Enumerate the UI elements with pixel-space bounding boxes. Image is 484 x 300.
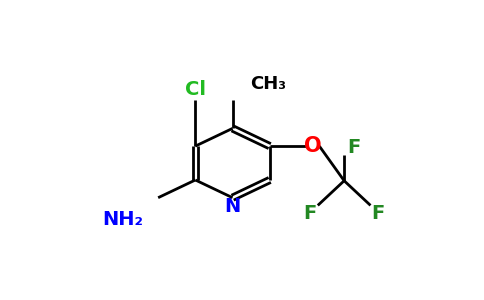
Text: Cl: Cl <box>185 80 206 99</box>
Text: N: N <box>225 197 241 216</box>
Text: F: F <box>372 204 385 223</box>
Text: F: F <box>347 138 360 157</box>
Text: O: O <box>304 136 322 156</box>
Text: F: F <box>303 204 317 223</box>
Text: NH₂: NH₂ <box>102 210 143 229</box>
Text: CH₃: CH₃ <box>250 75 286 93</box>
